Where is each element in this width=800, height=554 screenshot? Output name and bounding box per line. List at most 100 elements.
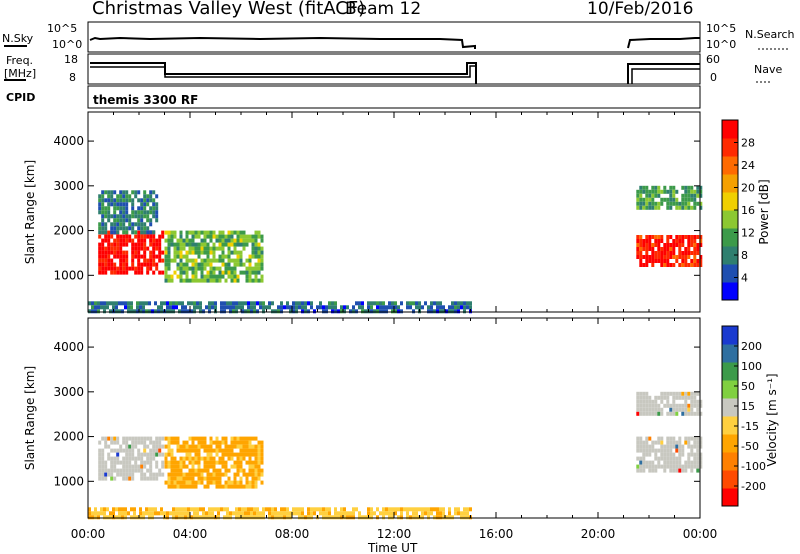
rti-cell [104,270,108,275]
rti-cell [145,301,148,306]
rti-cell [268,507,271,512]
rti-cell [636,411,640,416]
rti-cell [295,301,298,306]
rti-cell [152,456,156,461]
rti-cell [690,243,694,247]
rti-cell [654,407,658,412]
rti-cell [343,511,346,516]
rti-cell [167,250,171,255]
rti-cell [125,448,129,453]
rti-cell [152,452,156,457]
rti-cell [179,444,183,449]
rti-cell [427,309,430,314]
rti-cell [672,464,676,469]
rti-cell [146,198,150,203]
rti-cell [218,254,222,259]
rti-cell [666,391,670,396]
rti-cell [427,305,430,310]
rti-cell [98,194,102,199]
rti-cell [230,456,234,461]
rti-cell [394,305,397,310]
rti-cell [104,198,108,203]
rti-cell [137,226,141,231]
rti-cell [122,222,126,227]
rti-cell [215,266,219,271]
rti-cell [109,511,112,516]
rti-cell [307,309,310,314]
rti-cell [257,456,261,461]
rti-cell [651,403,655,408]
rti-cell [233,250,237,255]
rti-cell [149,476,153,481]
rti-cell [167,238,171,243]
rti-cell [182,460,186,465]
rti-cell [645,205,649,210]
rti-cell [152,210,156,215]
rti-cell [690,259,694,263]
rti-cell [125,456,129,461]
rti-cell [146,460,150,465]
rti-cell [636,235,640,239]
rti-cell [197,444,201,449]
rti-cell [427,507,430,512]
rti-cell [245,472,249,477]
rti-cell [684,468,688,473]
rti-cell [131,262,135,267]
rti-cell [134,194,138,199]
rti-cell [188,266,192,271]
rti-cell [651,247,655,251]
rti-cell [196,515,199,520]
rti-cell [188,476,192,481]
rti-cell [191,266,195,271]
rti-cell [260,246,264,251]
rti-cell [364,515,367,520]
rti-cell [247,301,250,306]
rti-cell [191,274,195,279]
rti-cell [209,270,213,275]
rti-cell [164,258,168,263]
rti-cell [161,234,165,239]
rti-cell [675,205,679,210]
rti-cell [167,258,171,263]
rti-cell [651,464,655,469]
rti-cell [639,403,643,408]
rti-cell [418,305,421,310]
rti-cell [412,511,415,516]
rti-cell [185,444,189,449]
rti-cell [113,266,117,271]
rti-cell [257,468,261,473]
rti-cell [687,239,691,243]
rti-cell [134,214,138,219]
rti-cell [660,189,664,194]
rti-cell [185,274,189,279]
rti-cell [179,234,183,239]
rti-cell [367,511,370,516]
rti-cell [200,262,204,267]
rti-cell [250,305,253,310]
rti-cell [681,391,685,396]
rti-cell [409,301,412,306]
rti-cell [663,452,667,457]
rti-cell [412,507,415,512]
rti-cell [385,507,388,512]
rti-cell [137,222,141,227]
rti-cell [185,234,189,239]
rti-cell [654,403,658,408]
rti-cell [415,305,418,310]
rti-cell [699,243,703,247]
rti-cell [286,515,289,520]
rti-cell [436,301,439,306]
rti-cell [194,266,198,271]
rti-cell [122,230,126,235]
rti-cell [205,511,208,516]
rti-cell [155,218,159,223]
rti-cell [681,452,685,457]
rti-cell [121,301,124,306]
rti-cell [639,444,643,449]
rti-cell [200,250,204,255]
rti-cell [382,507,385,512]
rti-cell [88,511,91,516]
rti-cell [346,515,349,520]
rti-cell [125,198,129,203]
rti-cell [672,197,676,202]
